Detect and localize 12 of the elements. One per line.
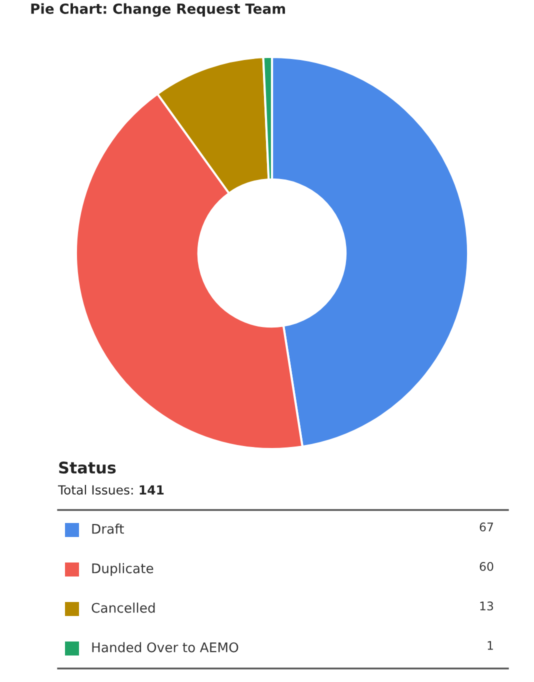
legend-label: Duplicate [92,563,154,576]
legend-label: Draft [92,524,124,534]
data-label: 60 [480,562,494,571]
legend-label: Cancelled [92,602,155,613]
data-label: 13 [480,601,494,610]
text: Total Issues: [58,484,133,495]
chart-title: Pie Chart: Change Request Team [31,3,285,17]
legend-title: Status [59,462,116,474]
text: 141 [140,485,164,494]
legend-label: Handed Over to AEMO [92,642,238,652]
data-label: 67 [480,522,493,532]
data-label: 1 [488,641,493,650]
